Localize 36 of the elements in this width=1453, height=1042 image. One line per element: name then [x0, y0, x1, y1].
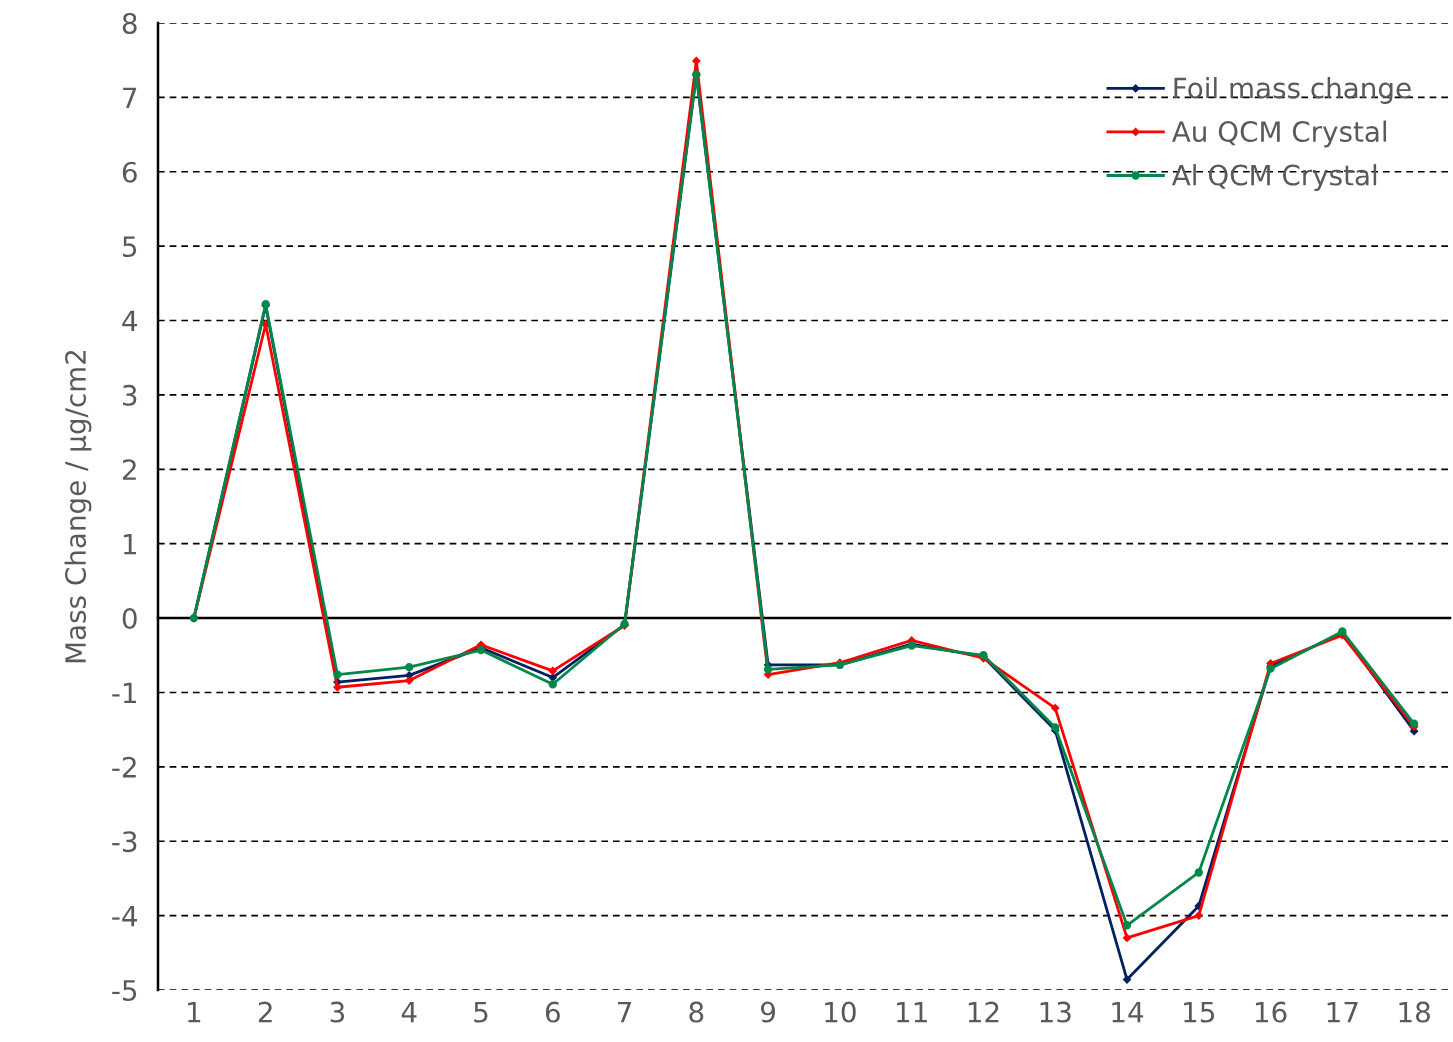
x-tick-label: 18	[1399, 1001, 1430, 1023]
x-tick-label: 17	[1327, 1001, 1358, 1023]
x-tick-label: 16	[1255, 1001, 1287, 1023]
y-tick-label: -2	[112, 756, 136, 778]
y-tick-label: -5	[112, 980, 137, 1001]
x-tick-label: 6	[545, 1001, 560, 1023]
x-tick-label: 8	[689, 1001, 704, 1023]
x-tick-label: 14	[1112, 1001, 1144, 1023]
x-tick-label: 4	[401, 1001, 417, 1023]
x-tick-label: 12	[968, 1001, 999, 1023]
y-tick-label: 0	[122, 608, 137, 630]
y-tick-label: 4	[122, 310, 137, 332]
x-tick-label: 9	[761, 1001, 775, 1023]
x-tick-label: 11	[897, 1001, 927, 1023]
y-tick-label: 7	[123, 87, 137, 108]
y-tick-label: -4	[112, 905, 137, 927]
legend-label: Al QCM Crystal	[1171, 164, 1377, 191]
y-tick-label: 1	[123, 533, 136, 555]
y-tick-label: 3	[123, 384, 137, 406]
y-axis-title: Mass Change / µg/cm2	[64, 350, 92, 663]
legend-label: Au QCM Crystal	[1171, 120, 1387, 148]
x-tick-label: 5	[474, 1001, 488, 1023]
x-tick-label: 10	[825, 1001, 856, 1023]
x-tick-label: 2	[258, 1001, 272, 1023]
y-tick-label: 5	[123, 236, 137, 258]
x-tick-label: 3	[330, 1001, 345, 1023]
x-tick-label: 7	[618, 1001, 632, 1023]
x-tick-label: 1	[188, 1001, 201, 1023]
x-tick-label: 13	[1040, 1001, 1071, 1023]
legend-label: Foil mass change	[1174, 77, 1411, 104]
y-tick-label: -1	[112, 682, 136, 704]
x-tick-label: 15	[1184, 1001, 1215, 1023]
y-tick-label: -3	[112, 831, 137, 853]
y-tick-label: 2	[122, 459, 136, 480]
y-tick-label: 6	[122, 161, 137, 183]
y-tick-label: 8	[122, 12, 137, 34]
